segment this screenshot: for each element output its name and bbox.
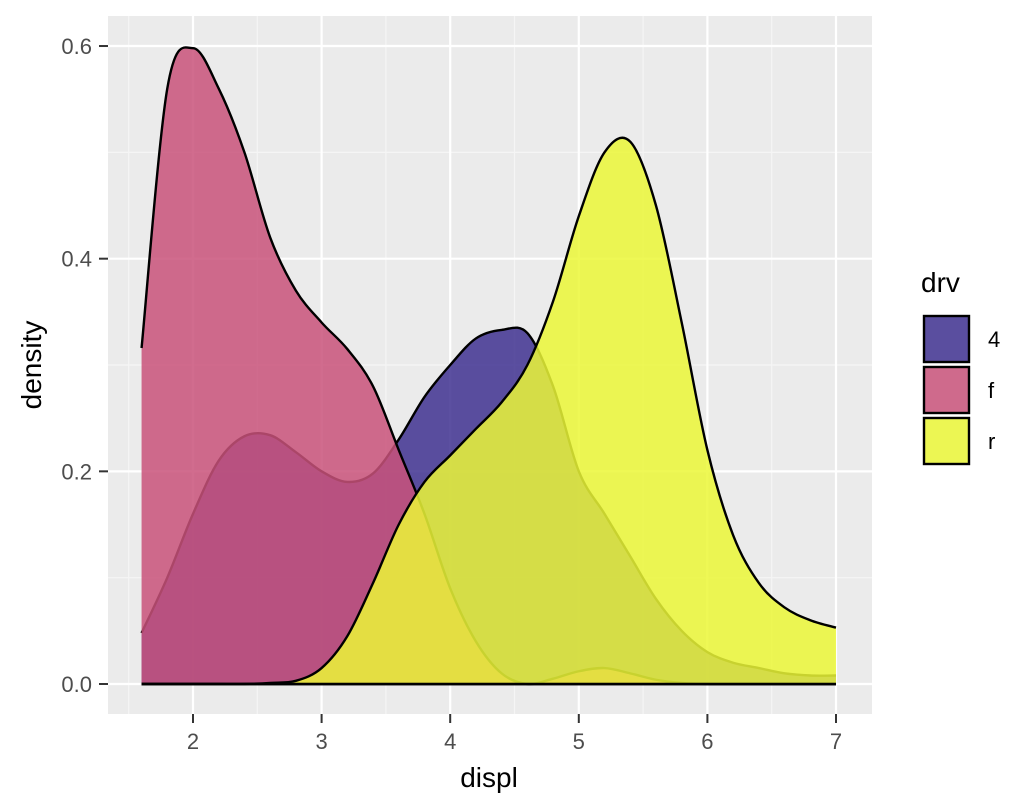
x-tick-label: 5 <box>573 729 585 754</box>
y-tick-label: 0.6 <box>61 34 92 59</box>
y-axis: 0.0 0.2 0.4 0.6 <box>61 34 108 697</box>
x-tick-label: 7 <box>830 729 842 754</box>
density-area-r <box>141 137 836 685</box>
legend-swatch-r <box>922 416 971 466</box>
x-tick-label: 3 <box>315 729 327 754</box>
x-tick-label: 4 <box>444 729 456 754</box>
x-tick-label: 2 <box>187 729 199 754</box>
legend: drv 4 f r <box>921 267 1000 466</box>
legend-title: drv <box>921 267 960 298</box>
legend-label-4: 4 <box>988 327 1000 352</box>
legend-label-r: r <box>988 429 995 454</box>
x-axis-title: displ <box>460 762 518 793</box>
x-axis: 2 3 4 5 6 7 <box>187 714 842 754</box>
legend-swatch-f <box>922 365 971 415</box>
legend-label-f: f <box>988 378 995 403</box>
legend-swatch-4 <box>922 314 971 364</box>
density-areas <box>140 46 837 686</box>
y-tick-label: 0.2 <box>61 459 92 484</box>
y-axis-title: density <box>16 321 47 410</box>
y-tick-label: 0.0 <box>61 672 92 697</box>
x-tick-label: 6 <box>701 729 713 754</box>
density-area-f <box>141 47 836 685</box>
y-tick-label: 0.4 <box>61 247 92 272</box>
